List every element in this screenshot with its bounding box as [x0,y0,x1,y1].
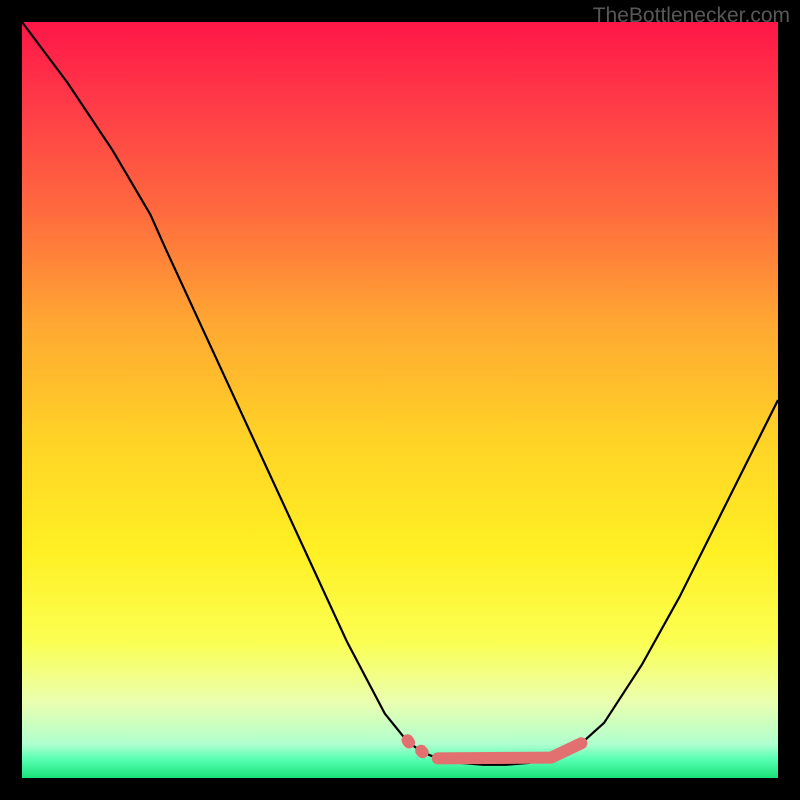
plot-area [22,22,778,778]
gradient-background [22,22,778,778]
chart-frame: TheBottlenecker.com [0,0,800,800]
watermark-text: TheBottlenecker.com [593,4,790,28]
bottleneck-curve-chart [22,22,778,778]
